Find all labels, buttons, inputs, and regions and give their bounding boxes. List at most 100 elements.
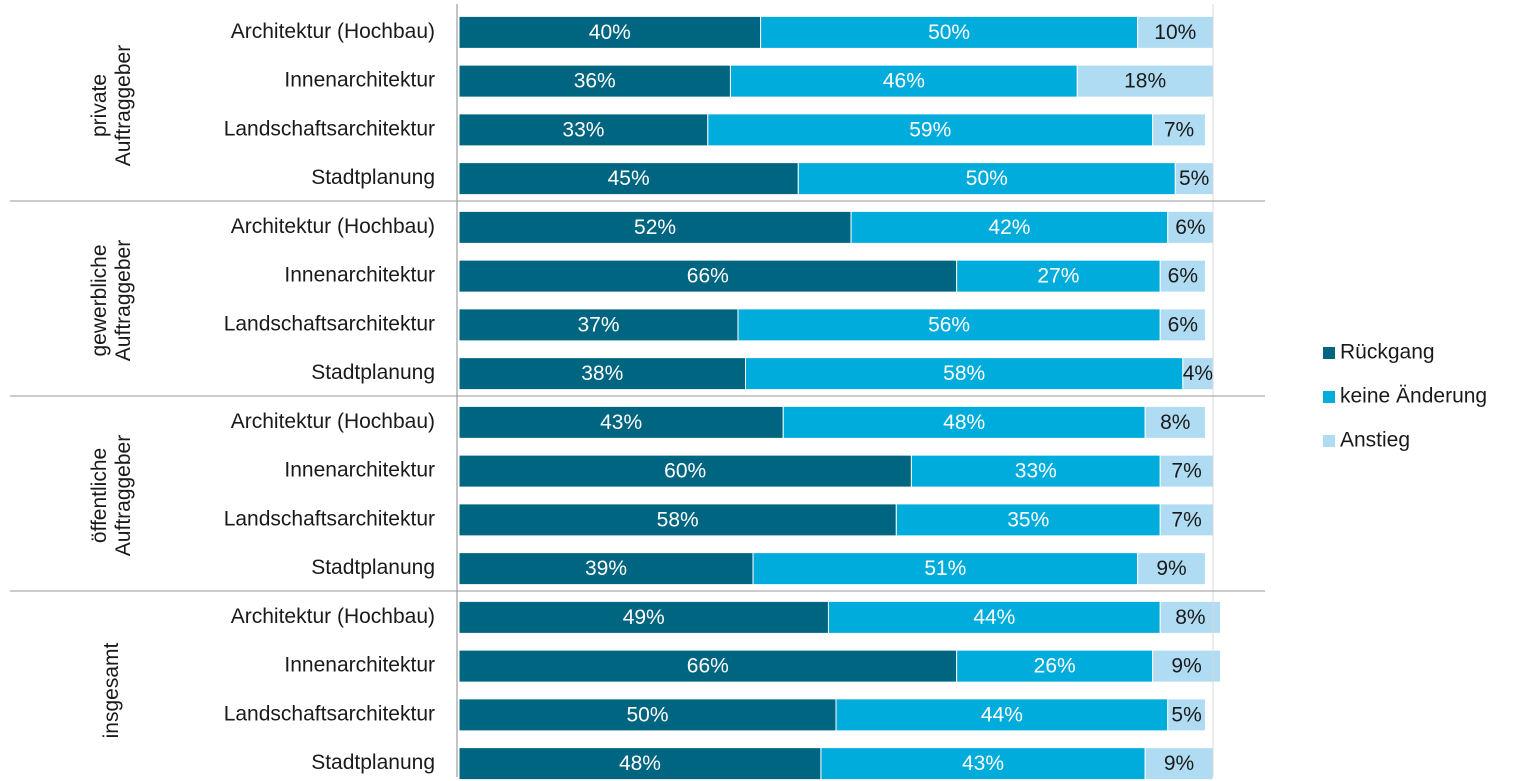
value-label: 58% [657, 508, 699, 531]
legend-label: keine Änderung [1340, 385, 1487, 408]
bar-segment [910, 454, 1161, 488]
value-label: 66% [687, 655, 729, 678]
value-label: 60% [664, 460, 706, 483]
category-label: Innenarchitektur [284, 69, 435, 92]
bar-segment [458, 454, 912, 488]
bar-segment [458, 162, 799, 196]
bar-segment [707, 113, 1154, 147]
category-label: Stadtplanung [311, 166, 435, 189]
bar-segment [458, 357, 747, 391]
group-label-line: Auftraggeber [112, 240, 135, 361]
value-label: 44% [981, 703, 1023, 726]
bar-segment [1152, 113, 1206, 147]
group-label: insgesamt [100, 642, 123, 738]
bar-segment [1159, 259, 1206, 293]
value-label: 36% [574, 70, 616, 93]
category-label: Landschaftsarchitektur [224, 312, 435, 335]
bar-segment [1159, 308, 1206, 342]
category-label: Stadtplanung [311, 556, 435, 579]
value-label: 18% [1124, 70, 1166, 93]
bar-segment [956, 259, 1161, 293]
value-label: 6% [1175, 216, 1205, 239]
value-label: 5% [1171, 703, 1201, 726]
value-label: 7% [1171, 508, 1201, 531]
value-label: 58% [943, 362, 985, 385]
bar-segment [458, 600, 829, 634]
bar-segment [458, 747, 822, 781]
value-label: 38% [581, 362, 623, 385]
legend-swatch [1323, 347, 1335, 359]
group-label-line: Auftraggeber [112, 435, 135, 556]
value-label: 50% [966, 167, 1008, 190]
value-label: 40% [589, 21, 631, 44]
group-label-line: öffentliche [88, 448, 111, 543]
bar-segment [1144, 405, 1206, 439]
legend-swatch [1323, 391, 1335, 403]
bar-segment [1137, 552, 1206, 586]
bar-segment [458, 649, 958, 683]
bar-segment [956, 649, 1154, 683]
bar-segment [458, 15, 762, 49]
value-label: 49% [623, 606, 665, 629]
value-label: 35% [1007, 508, 1049, 531]
bar-segment [1076, 64, 1214, 98]
bar-segment [458, 503, 897, 537]
value-label: 33% [1015, 460, 1057, 483]
bar-segment [1152, 649, 1222, 683]
bar-segment [458, 405, 784, 439]
value-label: 9% [1164, 752, 1194, 775]
value-label: 48% [943, 411, 985, 434]
category-label: Innenarchitektur [284, 654, 435, 677]
group-label-line: Auftraggeber [112, 45, 135, 166]
bar-segment [1144, 747, 1214, 781]
value-label: 8% [1160, 411, 1190, 434]
value-label: 8% [1175, 606, 1205, 629]
value-label: 50% [626, 703, 668, 726]
value-label: 4% [1183, 362, 1213, 385]
value-label: 45% [608, 167, 650, 190]
bar-segment [752, 552, 1139, 586]
value-label: 9% [1156, 557, 1186, 580]
value-label: 50% [928, 21, 970, 44]
legend-swatch [1323, 435, 1335, 447]
bar-segment [458, 552, 754, 586]
value-label: 33% [562, 118, 604, 141]
value-label: 7% [1171, 460, 1201, 483]
value-label: 48% [619, 752, 661, 775]
value-label: 7% [1164, 118, 1194, 141]
value-label: 27% [1037, 265, 1079, 288]
value-label: 43% [600, 411, 642, 434]
category-label: Innenarchitektur [284, 459, 435, 482]
value-label: 42% [988, 216, 1030, 239]
bar-segment [760, 15, 1139, 49]
legend-label: Anstieg [1340, 429, 1410, 452]
value-label: 39% [585, 557, 627, 580]
category-label: Architektur (Hochbau) [231, 20, 435, 43]
group-label: privateAuftraggeber [88, 45, 135, 166]
category-label: Landschaftsarchitektur [224, 702, 435, 725]
value-label: 56% [928, 313, 970, 336]
bar-segment [820, 747, 1146, 781]
category-label: Architektur (Hochbau) [231, 215, 435, 238]
value-label: 9% [1171, 655, 1201, 678]
group-label: gewerblicheAuftraggeber [88, 240, 135, 361]
value-label: 46% [883, 70, 925, 93]
group-label-line: insgesamt [100, 642, 123, 738]
bar-segment [1174, 162, 1214, 196]
group-label-line: private [88, 74, 111, 137]
category-label: Stadtplanung [311, 751, 435, 774]
value-label: 6% [1168, 313, 1198, 336]
category-label: Landschaftsarchitektur [224, 507, 435, 530]
value-label: 5% [1179, 167, 1209, 190]
category-label: Stadtplanung [311, 361, 435, 384]
group-label: öffentlicheAuftraggeber [88, 435, 135, 556]
bar-segment [1137, 15, 1214, 49]
bar-segment [1167, 698, 1206, 732]
category-label: Innenarchitektur [284, 264, 435, 287]
value-label: 26% [1034, 655, 1076, 678]
value-label: 43% [962, 752, 1004, 775]
bar-segment [745, 357, 1184, 391]
bar-segment [458, 308, 739, 342]
bar-segment [458, 210, 852, 244]
